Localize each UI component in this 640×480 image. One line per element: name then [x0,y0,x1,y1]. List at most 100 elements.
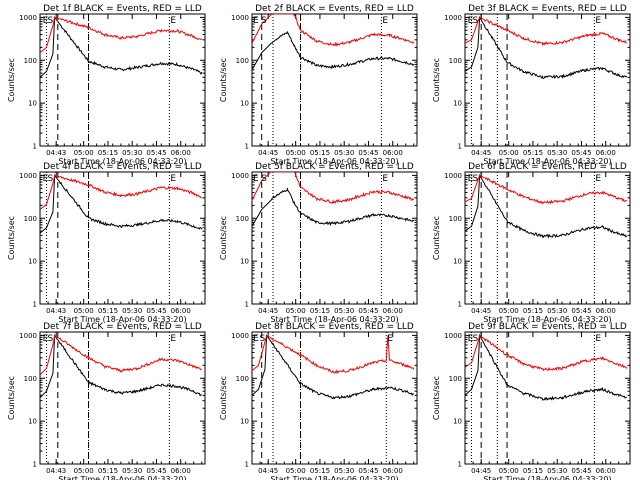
event-marker-label: E [595,16,601,26]
event-marker-label: E [382,16,388,26]
lld-series-line [40,334,202,376]
event-marker-label: E [253,16,259,26]
y-tick-label: 1000 [19,14,37,22]
y-tick-label: 10 [240,258,249,266]
y-tick-label: 1000 [231,14,249,22]
x-axis-label: Start Time (18-Apr-06 04:33:20) [483,157,611,166]
x-tick-label: 06:00 [171,467,191,475]
x-tick-label: 05:00 [499,307,519,315]
lld-series-line [252,172,415,204]
x-axis-label: Start Time (18-Apr-06 04:33:20) [58,315,186,324]
plot-frame [251,331,418,465]
y-tick-label: 1000 [231,332,249,340]
x-tick-label: 06:00 [171,307,191,315]
event-marker-label: E [387,334,393,344]
x-tick-label: 05:45 [358,307,378,315]
x-tick-label: 05:00 [74,149,94,157]
x-axis-label: Start Time (18-Apr-06 04:33:20) [270,157,398,166]
x-axis-label: Start Time (18-Apr-06 04:33:20) [58,157,186,166]
panel-title: Det 7f BLACK = Events, RED = LLD [43,322,202,332]
x-tick-label: 04:45 [258,149,278,157]
x-tick-label: 05:15 [310,307,330,315]
y-axis-label: Counts/sec [432,216,441,260]
plot-frame [464,13,631,147]
y-tick-label: 1 [245,143,249,151]
y-tick-label: 1 [245,461,249,469]
y-tick-label: 10 [28,418,37,426]
event-marker-label: E [43,174,49,184]
x-axis-label: Start Time (18-Apr-06 04:33:20) [483,315,611,324]
event-marker-label: E [253,334,259,344]
x-tick-label: 06:00 [596,467,616,475]
panel-det-1: Det 1f BLACK = Events, RED = LLD 1 10 100 10… [7,4,206,166]
event-marker-label: S [472,174,478,184]
x-tick-label: 06:00 [383,149,403,157]
event-marker-label: E [468,16,474,26]
plot-frame [464,171,631,305]
event-marker-label: E [382,174,388,184]
events-series-line [252,31,415,71]
events-series-line [40,174,203,234]
events-series-line [465,173,628,239]
x-tick-label: 06:00 [171,149,191,157]
event-marker-label: S [261,174,267,184]
x-tick-label: 06:00 [596,149,616,157]
x-tick-label: 04:45 [471,307,491,315]
panel-det-7: Det 7f BLACK = Events, RED = LLD 1 10 100 10… [7,322,206,480]
event-marker-label: E [468,174,474,184]
x-tick-label: 05:45 [146,307,166,315]
y-tick-label: 100 [449,375,462,383]
x-tick-label: 05:30 [334,467,354,475]
y-tick-label: 100 [449,57,462,65]
y-axis-label: Counts/sec [7,216,16,260]
y-tick-label: 1000 [19,332,37,340]
y-axis-label: Counts/sec [432,58,441,102]
x-tick-label: 05:15 [98,307,118,315]
x-tick-label: 04:45 [471,467,491,475]
x-tick-label: 05:45 [358,467,378,475]
y-tick-label: 1000 [231,172,249,180]
event-marker-label: E [253,174,259,184]
plot-frame [39,171,206,305]
y-tick-label: 10 [28,100,37,108]
lld-series-line [465,16,627,47]
event-marker-label: S [472,334,478,344]
x-tick-label: 05:15 [523,467,543,475]
plot-frame [251,13,418,147]
events-series-line [252,333,415,400]
panel-title: Det 4f BLACK = Events, RED = LLD [43,162,202,172]
x-tick-label: 06:00 [383,307,403,315]
x-tick-label: 05:45 [571,307,591,315]
y-tick-label: 100 [236,215,249,223]
y-axis-label: Counts/sec [219,216,228,260]
x-tick-label: 05:15 [310,467,330,475]
lld-series-line [40,16,203,54]
y-axis-label: Counts/sec [219,58,228,102]
x-tick-label: 05:30 [122,467,142,475]
panel-title: Det 9f BLACK = Events, RED = LLD [468,322,627,332]
y-tick-label: 1 [245,301,249,309]
y-axis-label: Counts/sec [7,58,16,102]
y-axis-label: Counts/sec [7,376,16,420]
x-tick-label: 04:45 [258,467,278,475]
y-tick-label: 1000 [444,14,462,22]
panel-title: Det 8f BLACK = Events, RED = LLD [255,322,414,332]
lld-series-line [465,334,628,372]
x-tick-label: 05:45 [571,467,591,475]
event-marker-label: S [472,16,478,26]
panel-det-9: Det 9f BLACK = Events, RED = LLD 1 10 100 10… [432,322,631,480]
x-tick-label: 05:00 [499,149,519,157]
lld-series-line [465,174,628,205]
x-tick-label: 05:00 [74,307,94,315]
plot-frame [39,331,206,465]
panel-det-3: Det 3f BLACK = Events, RED = LLD 1 10 100 10… [432,4,631,166]
x-tick-label: 05:30 [547,149,567,157]
event-marker-label: E [170,334,176,344]
panel-title: Det 5f BLACK = Events, RED = LLD [255,162,414,172]
y-tick-label: 100 [24,215,37,223]
plot-frame [251,171,418,305]
event-marker-label: E [170,174,176,184]
x-tick-label: 05:45 [146,467,166,475]
panel-det-6: Det 6f BLACK = Events, RED = LLD 1 10 100 10… [432,162,631,324]
